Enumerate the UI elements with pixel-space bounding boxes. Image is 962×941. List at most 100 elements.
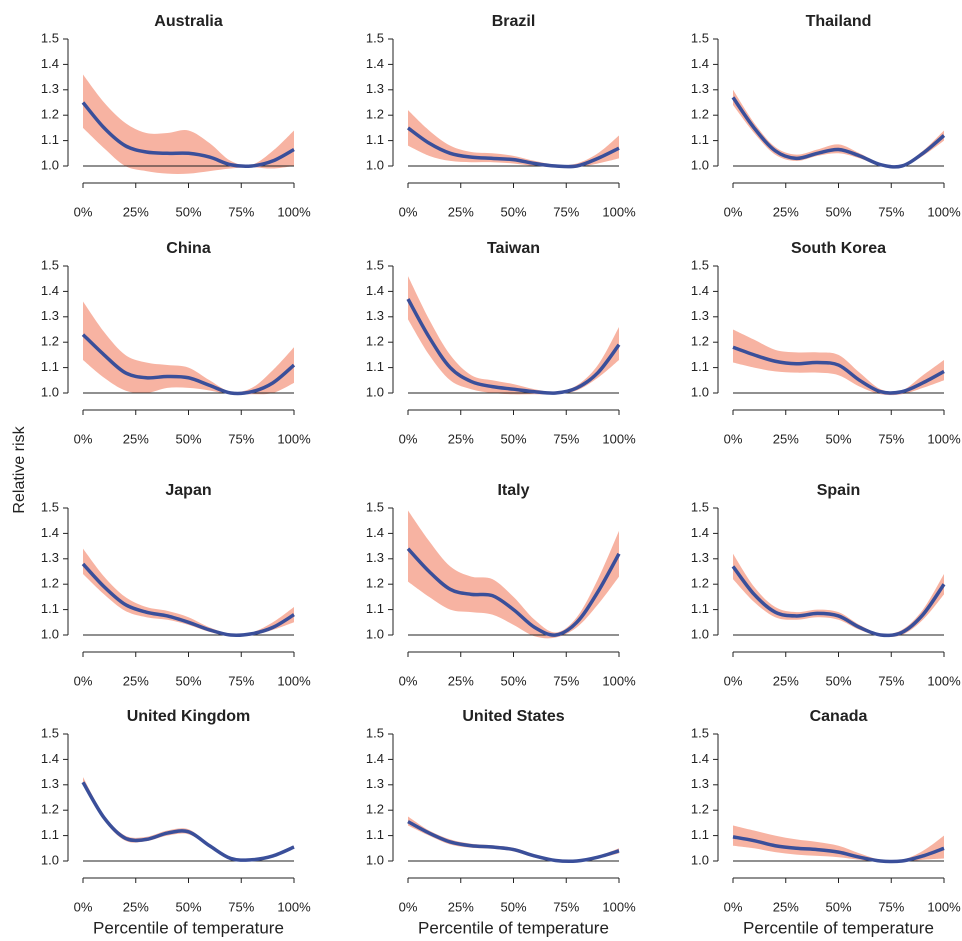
y-tick-label: 1.3 [691, 81, 709, 96]
y-tick-label: 1.2 [41, 802, 59, 817]
x-tick-label: 50% [500, 204, 526, 219]
panel: China 1.0 1.1 1.2 1.3 1.4 1.5 0% 25% 50% 75% 100% [41, 240, 311, 446]
y-tick-label: 1.3 [41, 550, 59, 565]
x-tick-label: 50% [825, 673, 851, 688]
panel: Australia 1.0 1.1 1.2 1.3 1.4 1.5 0% 25% 50% 75% 10… [41, 13, 311, 219]
y-tick-label: 1.4 [366, 283, 384, 298]
y-tick-label: 1.0 [691, 852, 709, 867]
x-tick-label: 75% [553, 204, 579, 219]
x-tick-label: 100% [927, 431, 961, 446]
x-tick-label: 50% [175, 204, 201, 219]
panel-title: Australia [154, 13, 223, 30]
confidence-band [733, 89, 944, 169]
y-tick-label: 1.5 [691, 499, 709, 514]
x-tick-label: 75% [878, 204, 904, 219]
panel: United Kingdom 1.0 1.1 1.2 1.3 1.4 1.5 0% 25% 50%… [41, 708, 311, 937]
y-tick-label: 1.0 [366, 852, 384, 867]
x-tick-label: 75% [228, 899, 254, 914]
x-tick-label: 25% [448, 431, 474, 446]
y-tick-label: 1.1 [691, 827, 709, 842]
y-tick-label: 1.0 [366, 384, 384, 399]
panel: South Korea 1.0 1.1 1.2 1.3 1.4 1.5 0% 25% 50% 75%… [691, 240, 961, 446]
y-tick-label: 1.1 [366, 827, 384, 842]
x-tick-label: 75% [553, 899, 579, 914]
y-tick-label: 1.4 [41, 525, 59, 540]
confidence-band [83, 301, 294, 395]
y-tick-label: 1.1 [691, 359, 709, 374]
y-tick-label: 1.2 [366, 576, 384, 591]
x-tick-label: 100% [602, 204, 636, 219]
x-tick-label: 75% [228, 673, 254, 688]
risk-curve [407, 820, 620, 864]
y-tick-label: 1.1 [41, 827, 59, 842]
panel: United States 1.0 1.1 1.2 1.3 1.4 1.5 0% 25% 50% 7… [366, 708, 636, 937]
x-tick-label: 75% [228, 204, 254, 219]
x-tick-label: 25% [123, 204, 149, 219]
x-tick-label: 50% [500, 431, 526, 446]
x-tick-label: 100% [277, 899, 311, 914]
risk-curve [732, 835, 945, 864]
risk-curve [406, 547, 621, 637]
x-tick-label: 0% [399, 899, 418, 914]
risk-curve [732, 345, 945, 395]
y-tick-label: 1.4 [366, 525, 384, 540]
panel-title: China [166, 240, 211, 257]
x-tick-label: 25% [773, 673, 799, 688]
y-tick-label: 1.0 [366, 157, 384, 172]
y-tick-label: 1.3 [41, 81, 59, 96]
x-axis-label: Percentile of temperature [743, 918, 934, 937]
x-tick-label: 50% [500, 899, 526, 914]
x-tick-label: 0% [724, 431, 743, 446]
x-tick-label: 75% [878, 673, 904, 688]
panel-title: Taiwan [487, 240, 540, 257]
x-tick-label: 100% [602, 673, 636, 688]
y-tick-label: 1.3 [366, 776, 384, 791]
y-tick-label: 1.0 [691, 384, 709, 399]
y-tick-label: 1.0 [691, 626, 709, 641]
y-tick-label: 1.3 [691, 776, 709, 791]
y-tick-label: 1.5 [41, 257, 59, 272]
x-tick-label: 0% [74, 431, 93, 446]
y-tick-label: 1.4 [691, 56, 709, 71]
x-tick-label: 25% [448, 204, 474, 219]
x-tick-label: 25% [773, 899, 799, 914]
y-tick-label: 1.5 [41, 725, 59, 740]
y-tick-label: 1.2 [366, 334, 384, 349]
y-tick-label: 1.5 [691, 725, 709, 740]
risk-curve [81, 781, 295, 862]
risk-curve [406, 126, 620, 169]
y-tick-label: 1.2 [41, 334, 59, 349]
panel-title: Italy [497, 482, 529, 499]
y-tick-label: 1.5 [366, 499, 384, 514]
confidence-band [83, 777, 294, 862]
x-tick-label: 50% [825, 431, 851, 446]
x-tick-label: 25% [123, 431, 149, 446]
x-tick-label: 0% [724, 204, 743, 219]
x-tick-label: 0% [399, 431, 418, 446]
x-tick-label: 100% [277, 431, 311, 446]
y-tick-label: 1.4 [691, 283, 709, 298]
x-tick-label: 100% [927, 204, 961, 219]
panel-title: Japan [165, 482, 211, 499]
risk-curve [81, 101, 295, 169]
y-tick-label: 1.3 [41, 308, 59, 323]
y-tick-label: 1.0 [691, 157, 709, 172]
y-tick-label: 1.2 [366, 107, 384, 122]
x-tick-label: 25% [773, 431, 799, 446]
x-tick-label: 0% [399, 204, 418, 219]
x-tick-label: 25% [773, 204, 799, 219]
x-tick-label: 75% [553, 673, 579, 688]
y-tick-label: 1.4 [691, 525, 709, 540]
y-tick-label: 1.2 [366, 802, 384, 817]
confidence-band [83, 74, 294, 174]
y-tick-label: 1.2 [691, 334, 709, 349]
x-tick-label: 25% [448, 899, 474, 914]
y-tick-label: 1.3 [366, 81, 384, 96]
x-tick-label: 75% [878, 431, 904, 446]
y-tick-label: 1.2 [41, 107, 59, 122]
panel: Brazil 1.0 1.1 1.2 1.3 1.4 1.5 0% 25% 50% 75% 100% [366, 13, 636, 219]
risk-curve [731, 565, 946, 638]
x-tick-label: 50% [175, 899, 201, 914]
y-tick-label: 1.5 [366, 30, 384, 45]
x-tick-label: 100% [927, 673, 961, 688]
